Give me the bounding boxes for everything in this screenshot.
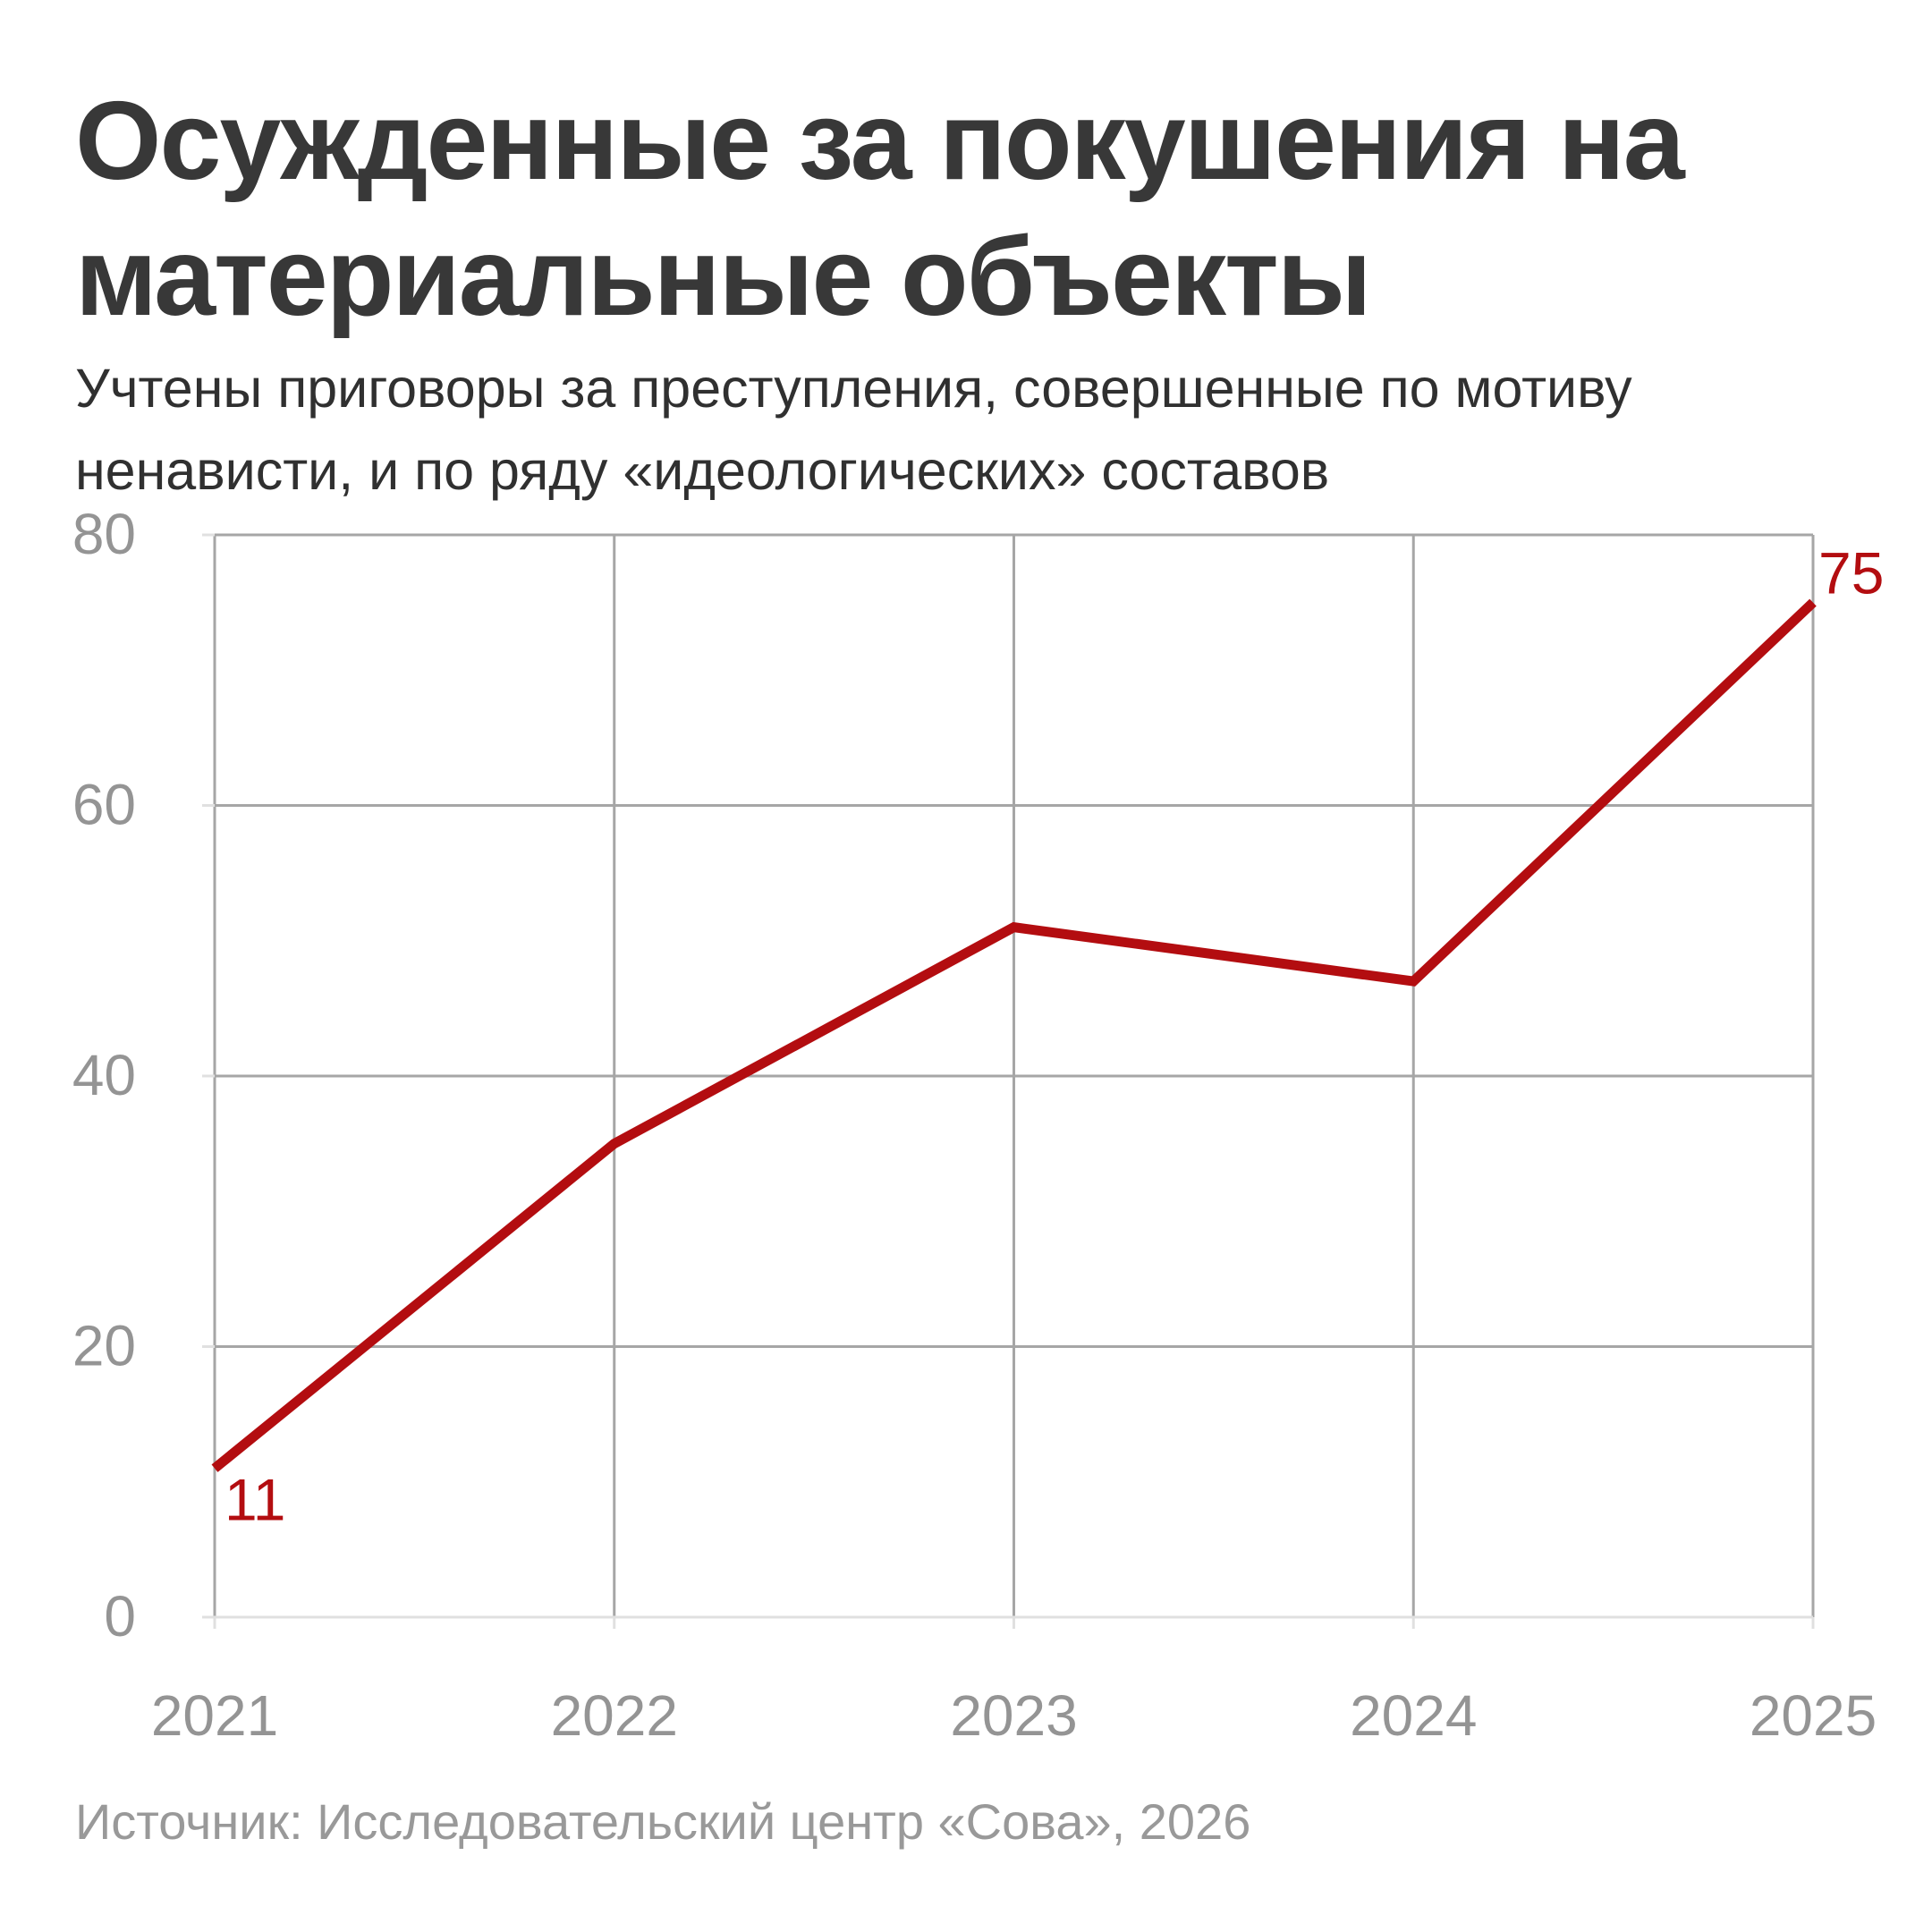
chart-subtitle: Учтены приговоры за преступления, соверш… <box>75 347 1632 512</box>
point-label-last: 75 <box>1818 540 1884 606</box>
chart-title-line-1: Осужденные за покушения на <box>75 80 1685 203</box>
chart-subtitle-line-2: ненависти, и по ряду «идеологических» со… <box>75 440 1330 501</box>
x-tick-label-2023: 2023 <box>950 1683 1077 1748</box>
y-tick-label-0: 0 <box>104 1584 136 1648</box>
chart-title-line-2: материальные объекты <box>75 216 1372 339</box>
x-tick-label-2021: 2021 <box>151 1683 278 1748</box>
source-note: Источник: Исследовательский центр «Сова»… <box>75 1793 1251 1850</box>
chart-subtitle-line-1: Учтены приговоры за преступления, соверш… <box>75 358 1632 419</box>
chart-title: Осужденные за покушения на материальные … <box>75 73 1685 345</box>
point-label-first: 11 <box>225 1467 286 1533</box>
y-tick-label-20: 20 <box>72 1314 136 1378</box>
y-tick-label-60: 60 <box>72 773 136 837</box>
y-tick-label-40: 40 <box>72 1043 136 1107</box>
x-tick-label-2025: 2025 <box>1750 1683 1877 1748</box>
x-tick-label-2022: 2022 <box>551 1683 678 1748</box>
data-line-Осужденные <box>211 598 1817 1472</box>
x-tick-label-2024: 2024 <box>1350 1683 1477 1748</box>
y-tick-label-80: 80 <box>72 502 136 566</box>
